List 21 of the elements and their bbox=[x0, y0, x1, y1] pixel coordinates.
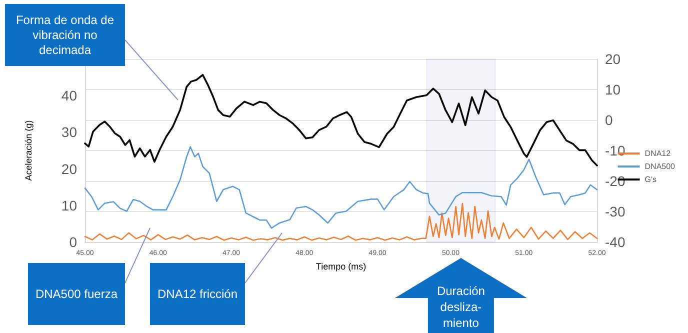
y2-tick-label: -30 bbox=[605, 204, 626, 220]
legend-label: DNA500 bbox=[644, 162, 676, 171]
y-tick-label: 0 bbox=[69, 234, 78, 250]
y-tick-label: 10 bbox=[61, 197, 78, 214]
text: DNA12 fricción bbox=[157, 286, 238, 302]
y2-tick-label: 10 bbox=[605, 82, 621, 98]
x-axis-title: Tiempo (ms) bbox=[316, 262, 366, 272]
y-axis-title: Aceleración (g) bbox=[24, 120, 34, 181]
line-series bbox=[84, 146, 598, 229]
legend-label: G's bbox=[644, 175, 657, 184]
y-tick-label: 20 bbox=[61, 160, 78, 177]
text: DNA500 fuerza bbox=[35, 286, 118, 302]
y-tick-label: 40 bbox=[61, 88, 78, 104]
y-tick-label: 30 bbox=[61, 124, 78, 140]
y2-tick-label: 0 bbox=[605, 112, 613, 128]
y2-tick-label: 20 bbox=[605, 51, 621, 67]
legend-label: DNA12 bbox=[644, 149, 672, 158]
text: Forma de onda de vibración no decimada bbox=[14, 12, 116, 58]
y2-tick-label: -40 bbox=[605, 234, 626, 250]
line-series bbox=[84, 74, 598, 166]
text: Duración desliza-miento bbox=[436, 284, 485, 330]
